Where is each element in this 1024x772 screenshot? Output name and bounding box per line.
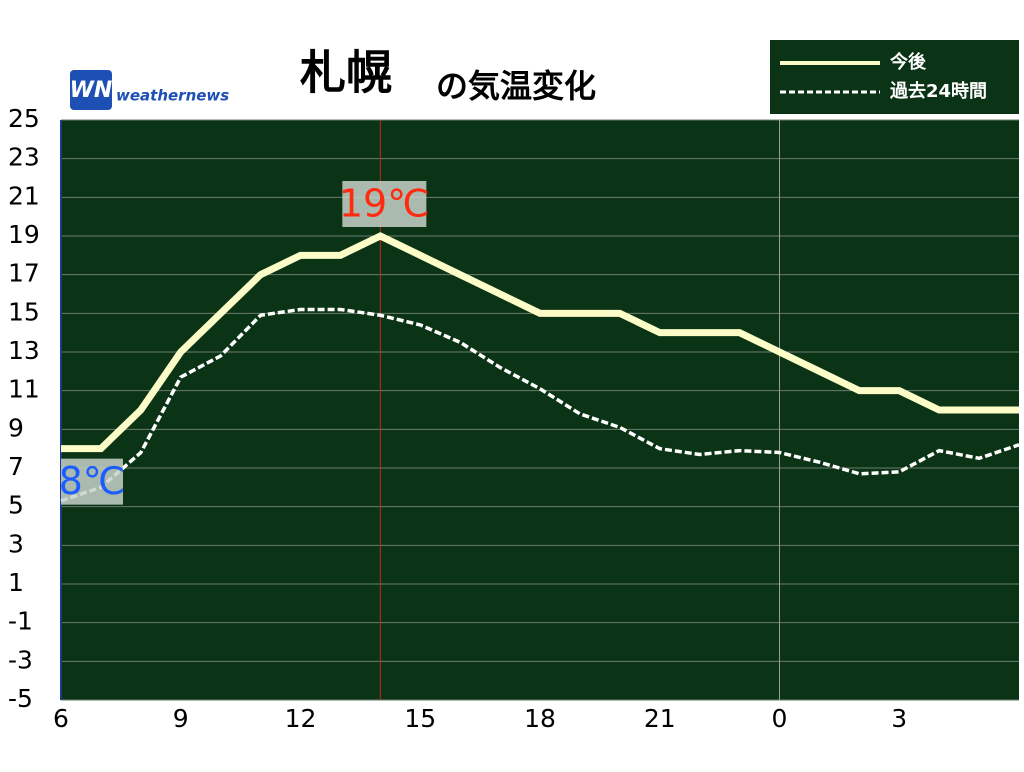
- y-tick-label: 3: [8, 529, 24, 558]
- x-tick-label: 18: [524, 704, 556, 733]
- y-tick-label: -5: [8, 684, 33, 713]
- x-tick-label: 9: [173, 704, 189, 733]
- logo: WN weathernews: [70, 70, 229, 110]
- y-tick-label: -1: [8, 607, 33, 636]
- legend-box: [770, 40, 1019, 114]
- y-tick-label: 19: [8, 220, 40, 249]
- x-tick-label: 3: [891, 704, 907, 733]
- x-tick-label: 0: [772, 704, 788, 733]
- y-tick-label: 1: [8, 568, 24, 597]
- series-line: [60, 307, 1020, 503]
- plot-area: [61, 120, 1019, 700]
- y-tick-label: -3: [8, 645, 33, 674]
- y-tick-label: 17: [8, 259, 40, 288]
- y-tick-label: 23: [8, 143, 40, 172]
- y-tick-label: 5: [8, 491, 24, 520]
- chart-title-suffix: の気温変化: [436, 67, 596, 105]
- y-tick-label: 25: [8, 104, 40, 133]
- x-tick-label: 6: [53, 704, 69, 733]
- chart-title: 札幌: [300, 46, 392, 100]
- annotation-label: 8℃: [59, 459, 126, 503]
- y-tick-label: 11: [8, 375, 40, 404]
- series-line: [61, 232, 1019, 453]
- x-tick-label: 12: [285, 704, 317, 733]
- x-tick-label: 15: [404, 704, 436, 733]
- legend-label: 今後: [890, 51, 927, 73]
- logo-box: [70, 70, 112, 110]
- x-tick-label: 21: [644, 704, 676, 733]
- annotation-box: [342, 181, 427, 227]
- y-tick-label: 13: [8, 336, 40, 365]
- logo-text: weathernews: [116, 87, 229, 105]
- y-tick-label: 21: [8, 181, 40, 210]
- y-tick-label: 9: [8, 413, 24, 442]
- logo-mark: WN: [70, 78, 113, 103]
- y-tick-label: 15: [8, 297, 40, 326]
- annotation-label: 19℃: [339, 182, 430, 226]
- annotation-box: [61, 458, 123, 505]
- legend-label: 過去24時間: [890, 80, 987, 102]
- y-tick-label: 7: [8, 452, 24, 481]
